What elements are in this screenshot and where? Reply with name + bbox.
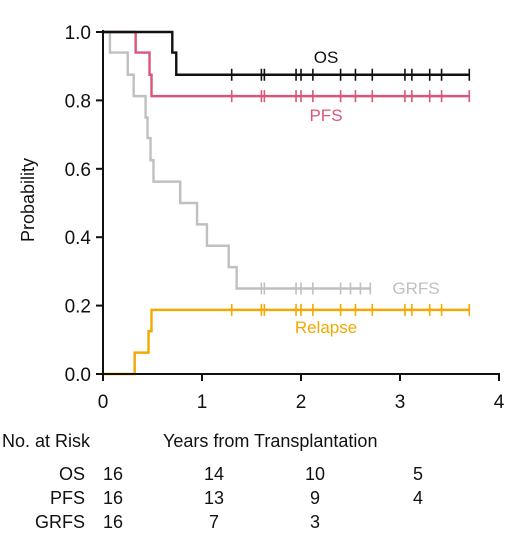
series-label-os: OS xyxy=(314,48,339,67)
risk-cell: 13 xyxy=(204,488,224,508)
x-tick-label: 4 xyxy=(494,392,505,413)
y-tick-label: 0.4 xyxy=(65,228,92,249)
y-tick-label: 0.2 xyxy=(65,297,91,318)
risk-row-label: OS xyxy=(59,464,85,484)
series-line-pfs xyxy=(103,30,470,98)
x-tick-label: 0 xyxy=(98,392,109,413)
risk-cell: 16 xyxy=(103,512,123,532)
series-line-os xyxy=(103,30,470,76)
y-tick-label: 0.8 xyxy=(65,91,91,112)
x-tick-label: 3 xyxy=(395,392,406,413)
series-label-relapse: Relapse xyxy=(295,318,357,337)
risk-cell: 5 xyxy=(413,464,423,484)
axes: 0.0 0.2 0.4 0.6 0.8 1.0 0 1 2 3 4 xyxy=(65,23,505,413)
series-label-os-text: OS xyxy=(314,48,339,67)
risk-row-label: GRFS xyxy=(35,512,85,532)
risk-cell: 16 xyxy=(103,488,123,508)
series-line-relapse xyxy=(103,308,470,376)
risk-row-label: PFS xyxy=(50,488,85,508)
risk-cell: 10 xyxy=(305,464,325,484)
x-tick-label: 1 xyxy=(197,392,208,413)
risk-cell: 16 xyxy=(103,464,123,484)
y-axis-title: Probability xyxy=(18,158,38,242)
series-label-pfs: PFS xyxy=(309,106,342,125)
risk-cell: 3 xyxy=(310,512,320,532)
x-tick-label: 2 xyxy=(296,392,307,413)
series-line-grfs xyxy=(103,30,371,290)
series-label-grfs-text: GRFS xyxy=(392,279,439,298)
risk-cell: 4 xyxy=(413,488,423,508)
risk-table-title: No. at Risk xyxy=(2,431,91,451)
y-tick-label: 1.0 xyxy=(65,23,91,44)
risk-cell: 9 xyxy=(310,488,320,508)
series-label-grfs: GRFS xyxy=(392,279,439,298)
y-tick-label: 0.0 xyxy=(65,365,91,386)
risk-cell: 14 xyxy=(204,464,224,484)
y-tick-label: 0.6 xyxy=(65,160,91,181)
risk-cell: 7 xyxy=(209,512,219,532)
series-label-relapse-text: Relapse xyxy=(295,318,357,337)
x-axis-title: Years from Transplantation xyxy=(163,431,377,451)
series-label-pfs-text: PFS xyxy=(309,106,342,125)
plot-area xyxy=(103,30,471,376)
risk-table: OS 16 14 10 5 PFS 16 13 9 4 GRFS 16 7 3 xyxy=(35,464,423,532)
